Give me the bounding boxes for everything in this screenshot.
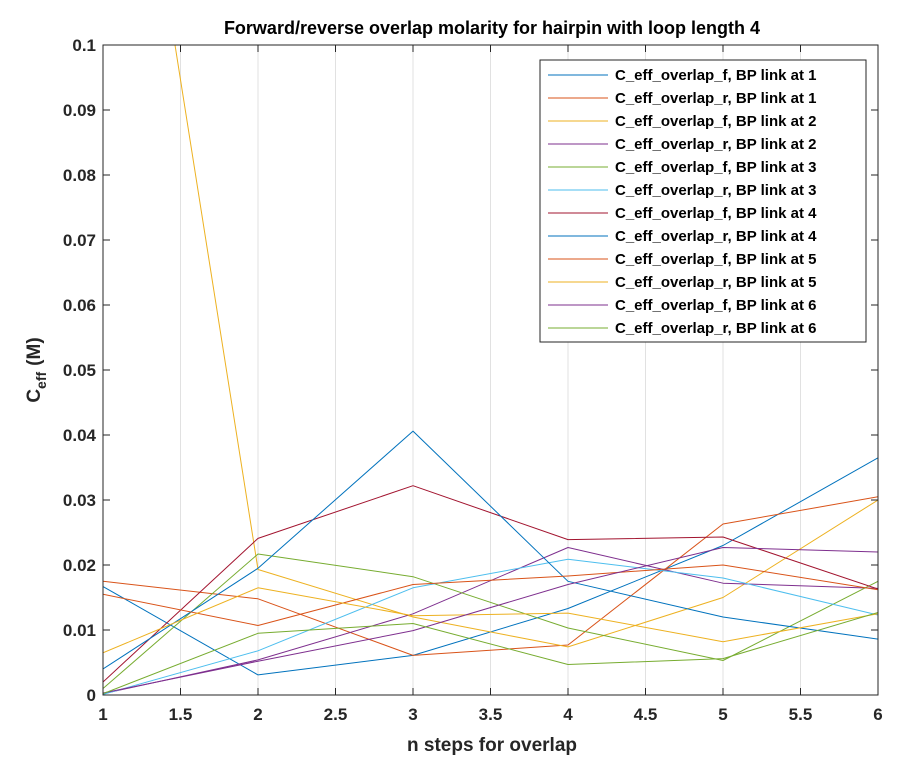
y-tick-label: 0.04 [63, 426, 97, 445]
x-tick-label: 1.5 [169, 705, 193, 724]
x-tick-label: 1 [98, 705, 107, 724]
series-line-11 [103, 547, 878, 694]
legend-entry: C_eff_overlap_r, BP link at 6 [615, 320, 816, 337]
x-axis-label: n steps for overlap [407, 735, 577, 756]
chart-title: Forward/reverse overlap molarity for hai… [224, 18, 760, 38]
y-axis-label-unit: (M) [24, 337, 45, 365]
y-tick-label: 0.03 [63, 491, 96, 510]
series-line-5 [103, 553, 878, 689]
legend-entry: C_eff_overlap_r, BP link at 2 [615, 136, 816, 153]
series-line-9 [103, 564, 878, 626]
series-line-12 [103, 612, 878, 695]
series-line-3 [174, 45, 878, 648]
x-tick-label: 6 [873, 705, 882, 724]
legend-entry: C_eff_overlap_f, BP link at 6 [615, 297, 816, 314]
series-line-2 [103, 496, 878, 656]
y-tick-label: 0.07 [63, 231, 96, 250]
x-tick-label: 4.5 [634, 705, 658, 724]
x-tick-label: 4 [563, 705, 573, 724]
x-tick-label: 3 [408, 705, 417, 724]
y-tick-label: 0.02 [63, 556, 96, 575]
series-lines [103, 45, 878, 695]
legend-entry: C_eff_overlap_f, BP link at 4 [615, 205, 817, 222]
y-axis-label-main: C [24, 389, 45, 403]
x-tick-label: 2 [253, 705, 262, 724]
series-line-6 [103, 558, 878, 695]
series-line-8 [103, 430, 878, 670]
legend-entry: C_eff_overlap_f, BP link at 1 [615, 67, 816, 84]
x-tick-label: 3.5 [479, 705, 503, 724]
legend: C_eff_overlap_f, BP link at 1 C_eff_overl… [539, 59, 867, 343]
y-axis-label-subscript: eff [33, 371, 49, 388]
legend-entry: C_eff_overlap_r, BP link at 4 [615, 228, 817, 245]
legend-entry: C_eff_overlap_r, BP link at 3 [615, 182, 816, 199]
y-tick-label: 0.01 [63, 621, 96, 640]
x-tick-label: 2.5 [324, 705, 348, 724]
legend-entry: C_eff_overlap_f, BP link at 5 [615, 251, 816, 268]
y-tick-label: 0.09 [63, 101, 96, 120]
legend-entry: C_eff_overlap_r, BP link at 5 [615, 274, 816, 291]
legend-entry: C_eff_overlap_f, BP link at 2 [615, 113, 816, 130]
y-tick-label: 0.1 [72, 36, 96, 55]
y-tick-label: 0.05 [63, 361, 96, 380]
legend-entry: C_eff_overlap_r, BP link at 1 [615, 90, 816, 107]
y-axis-ticks: 0 0.01 0.02 0.03 0.04 0.05 0.06 0.07 0.08 0.09 0.1 [63, 36, 878, 705]
x-tick-label: 5.5 [789, 705, 813, 724]
series-line-7 [103, 485, 878, 683]
series-line-10 [103, 587, 878, 654]
legend-box [539, 59, 867, 343]
y-tick-label: 0.06 [63, 296, 96, 315]
y-tick-label: 0 [87, 686, 96, 705]
y-axis-label: Ceff (M) [24, 337, 49, 402]
legend-entry: C_eff_overlap_f, BP link at 3 [615, 159, 816, 176]
y-tick-label: 0.08 [63, 166, 96, 185]
x-tick-label: 5 [718, 705, 727, 724]
x-axis-ticks: 1 1.5 2 2.5 3 3.5 4 4.5 5 5.5 6 [98, 45, 883, 724]
